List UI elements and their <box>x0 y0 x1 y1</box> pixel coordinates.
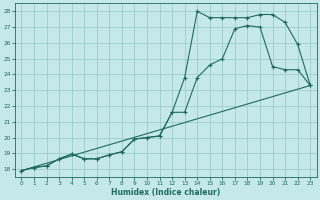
X-axis label: Humidex (Indice chaleur): Humidex (Indice chaleur) <box>111 188 220 197</box>
